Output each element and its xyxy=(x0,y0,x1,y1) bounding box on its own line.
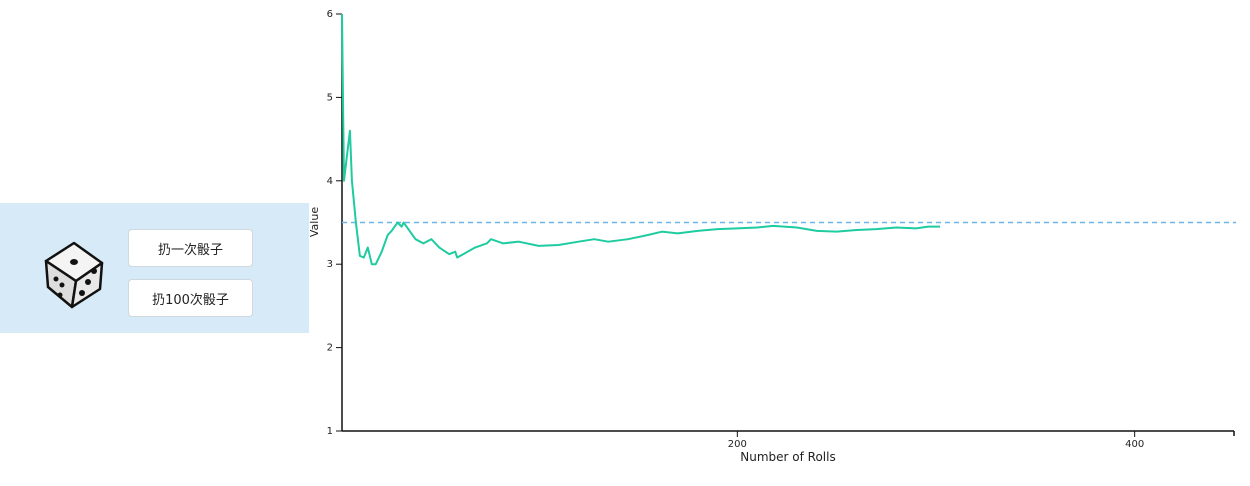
y-tick-label: 3 xyxy=(327,259,333,270)
y-tick-label: 2 xyxy=(327,343,333,354)
y-axis-label: Value xyxy=(308,207,321,237)
y-tick-label: 5 xyxy=(327,92,333,103)
control-panel: 扔一次骰子 扔100次骰子 xyxy=(0,203,309,333)
x-tick-label: 400 xyxy=(1125,439,1144,450)
x-tick-label: 200 xyxy=(728,439,747,450)
series-line xyxy=(340,13,940,266)
y-tick-label: 6 xyxy=(327,9,333,20)
dice-icon xyxy=(44,241,104,309)
roll-once-button[interactable]: 扔一次骰子 xyxy=(128,229,253,267)
y-tick-label: 1 xyxy=(327,426,333,437)
y-tick-label: 4 xyxy=(327,176,333,187)
roll-100-button[interactable]: 扔100次骰子 xyxy=(128,279,253,317)
x-axis-label: Number of Rolls xyxy=(740,450,835,464)
